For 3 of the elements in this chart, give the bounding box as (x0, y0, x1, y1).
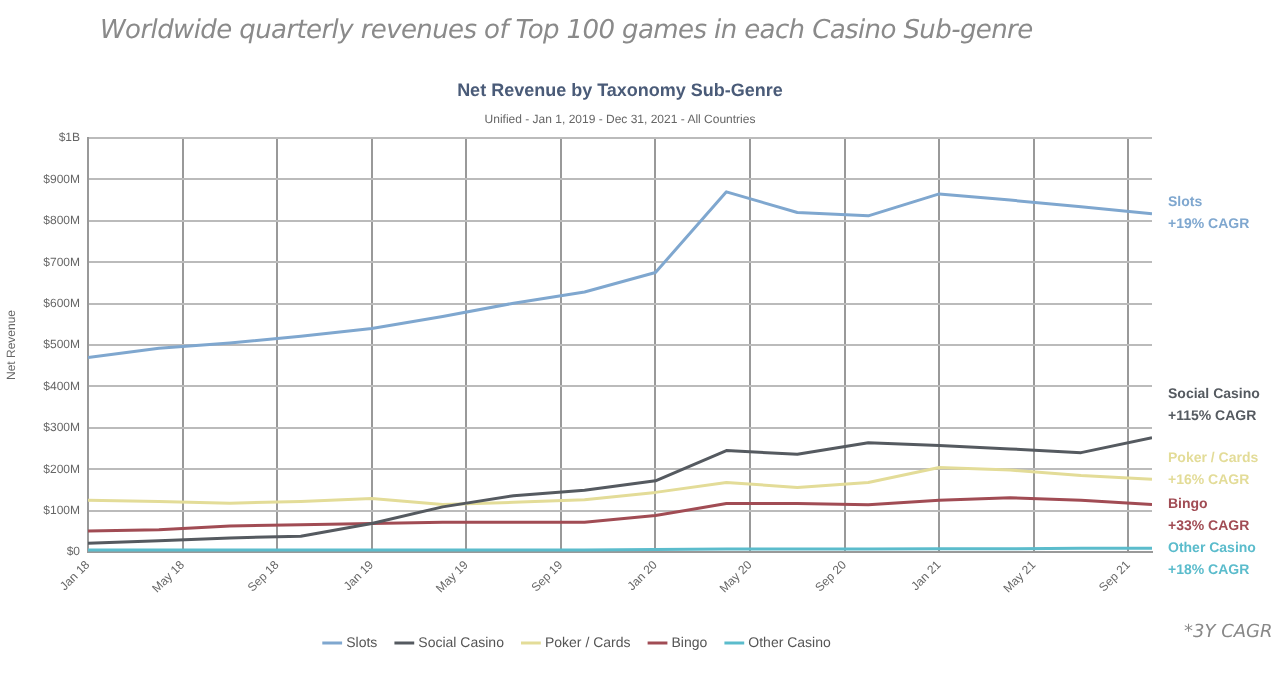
chart-title: Worldwide quarterly revenues of Top 100 games in each Casino Sub-genre (100, 16, 1033, 46)
text: *3Y CAGR (1184, 622, 1273, 643)
chart-subtitle: Net Revenue by Taxonomy Sub-Genre (455, 80, 785, 100)
